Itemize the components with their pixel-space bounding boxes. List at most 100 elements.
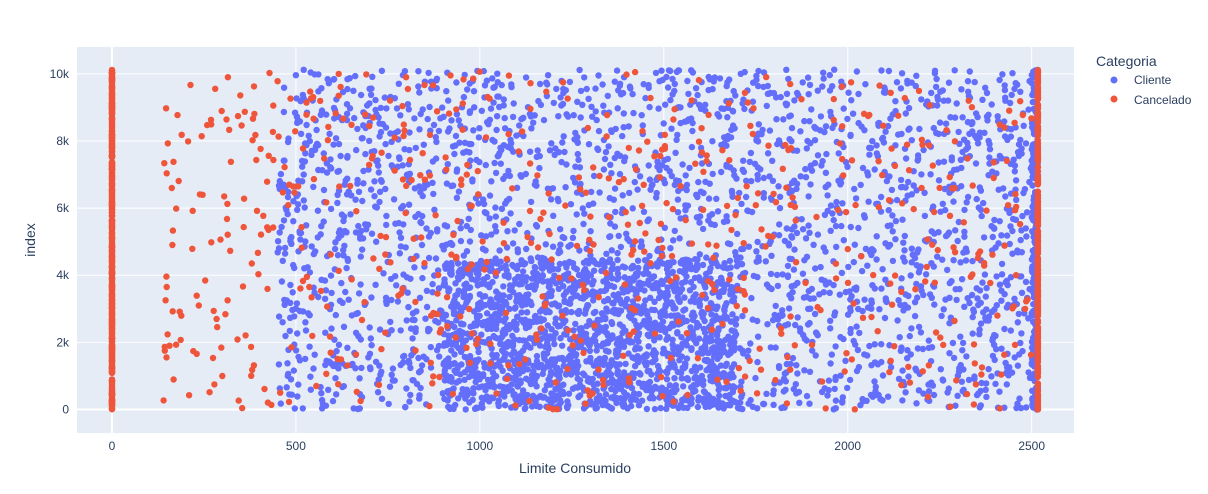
point-cliente: [746, 158, 753, 166]
point-cliente: [611, 185, 619, 192]
point-cliente: [902, 155, 910, 162]
point-cliente: [452, 280, 459, 287]
point-cliente: [531, 263, 538, 271]
point-cliente: [478, 394, 485, 401]
point-cliente: [446, 125, 453, 132]
point-cliente: [318, 390, 325, 397]
point-cliente: [656, 166, 663, 174]
point-cliente: [1018, 150, 1025, 157]
point-cliente: [626, 189, 633, 197]
point-cliente: [868, 305, 875, 312]
point-cancelado: [274, 78, 281, 85]
point-cancelado: [303, 111, 310, 118]
point-cliente: [701, 317, 708, 325]
point-cliente: [641, 287, 648, 294]
point-cliente: [619, 192, 626, 199]
point-cliente: [507, 210, 514, 217]
point-cliente: [562, 184, 569, 191]
point-cliente: [803, 293, 810, 301]
point-cliente: [573, 211, 580, 218]
point-cliente: [1000, 185, 1007, 192]
point-cancelado: [792, 259, 800, 266]
point-cliente: [868, 246, 876, 253]
point-cliente: [603, 250, 610, 257]
point-cliente: [612, 208, 619, 216]
point-cliente: [559, 342, 566, 349]
point-cliente: [502, 200, 509, 207]
point-cliente: [569, 234, 577, 241]
point-cliente: [852, 195, 860, 202]
point-cancelado: [335, 92, 342, 99]
point-cliente: [931, 230, 938, 237]
point-cliente: [590, 258, 598, 265]
point-cliente: [784, 321, 792, 328]
point-cliente: [492, 204, 499, 211]
point-cliente: [689, 309, 697, 316]
point-cliente: [718, 288, 726, 295]
point-cliente: [575, 362, 582, 370]
point-cancelado: [335, 267, 342, 274]
point-cliente: [445, 377, 453, 384]
point-cliente: [460, 149, 467, 156]
point-cliente: [934, 253, 941, 260]
point-cliente: [432, 133, 439, 141]
point-cliente: [288, 391, 295, 398]
point-cliente: [663, 336, 670, 343]
point-cliente: [389, 377, 396, 384]
point-cancelado: [170, 158, 177, 165]
point-cliente: [639, 321, 646, 328]
point-cliente: [420, 141, 427, 148]
point-cliente: [317, 231, 324, 238]
point-cliente: [464, 365, 472, 373]
point-cliente: [500, 96, 507, 103]
point-cancelado: [602, 269, 610, 277]
point-cliente: [572, 163, 579, 170]
point-cliente: [792, 381, 799, 388]
point-cliente: [671, 227, 678, 235]
point-cliente: [729, 122, 737, 129]
point-cliente: [776, 221, 783, 228]
point-cliente: [911, 312, 919, 320]
point-cliente: [552, 301, 560, 308]
point-cliente: [320, 150, 327, 157]
point-cliente: [853, 68, 861, 75]
point-cliente: [540, 352, 548, 359]
point-cliente: [627, 85, 634, 92]
point-cliente: [812, 265, 819, 272]
point-cliente: [387, 275, 395, 283]
point-cliente: [570, 112, 577, 119]
point-cliente: [504, 384, 511, 391]
point-cliente: [674, 368, 681, 376]
point-cliente: [368, 230, 376, 237]
point-cliente: [646, 176, 654, 183]
point-cliente: [405, 201, 413, 208]
point-cliente: [417, 189, 424, 196]
point-cliente: [525, 323, 532, 330]
point-cliente: [981, 271, 989, 278]
point-cliente: [378, 178, 385, 185]
point-cliente: [892, 98, 899, 105]
point-cliente: [674, 131, 681, 139]
point-cliente: [738, 378, 745, 385]
point-cliente: [807, 181, 814, 188]
point-cliente: [296, 357, 304, 364]
point-cliente: [609, 275, 616, 282]
point-cancelado: [430, 373, 437, 380]
point-cliente: [675, 177, 683, 185]
point-cancelado: [1016, 220, 1024, 228]
point-cancelado: [310, 175, 318, 183]
point-cliente: [521, 316, 529, 323]
point-cliente: [829, 210, 836, 217]
point-cliente: [1025, 106, 1032, 113]
point-cliente: [895, 297, 902, 304]
point-cliente: [998, 260, 1006, 268]
point-cliente: [544, 185, 552, 192]
point-cliente: [695, 335, 703, 342]
point-cliente: [431, 206, 438, 213]
point-cliente: [787, 112, 794, 119]
point-cliente: [600, 361, 607, 368]
point-cliente: [611, 223, 619, 230]
point-cliente: [405, 106, 412, 113]
point-cliente: [589, 113, 596, 120]
point-cliente: [338, 279, 345, 287]
